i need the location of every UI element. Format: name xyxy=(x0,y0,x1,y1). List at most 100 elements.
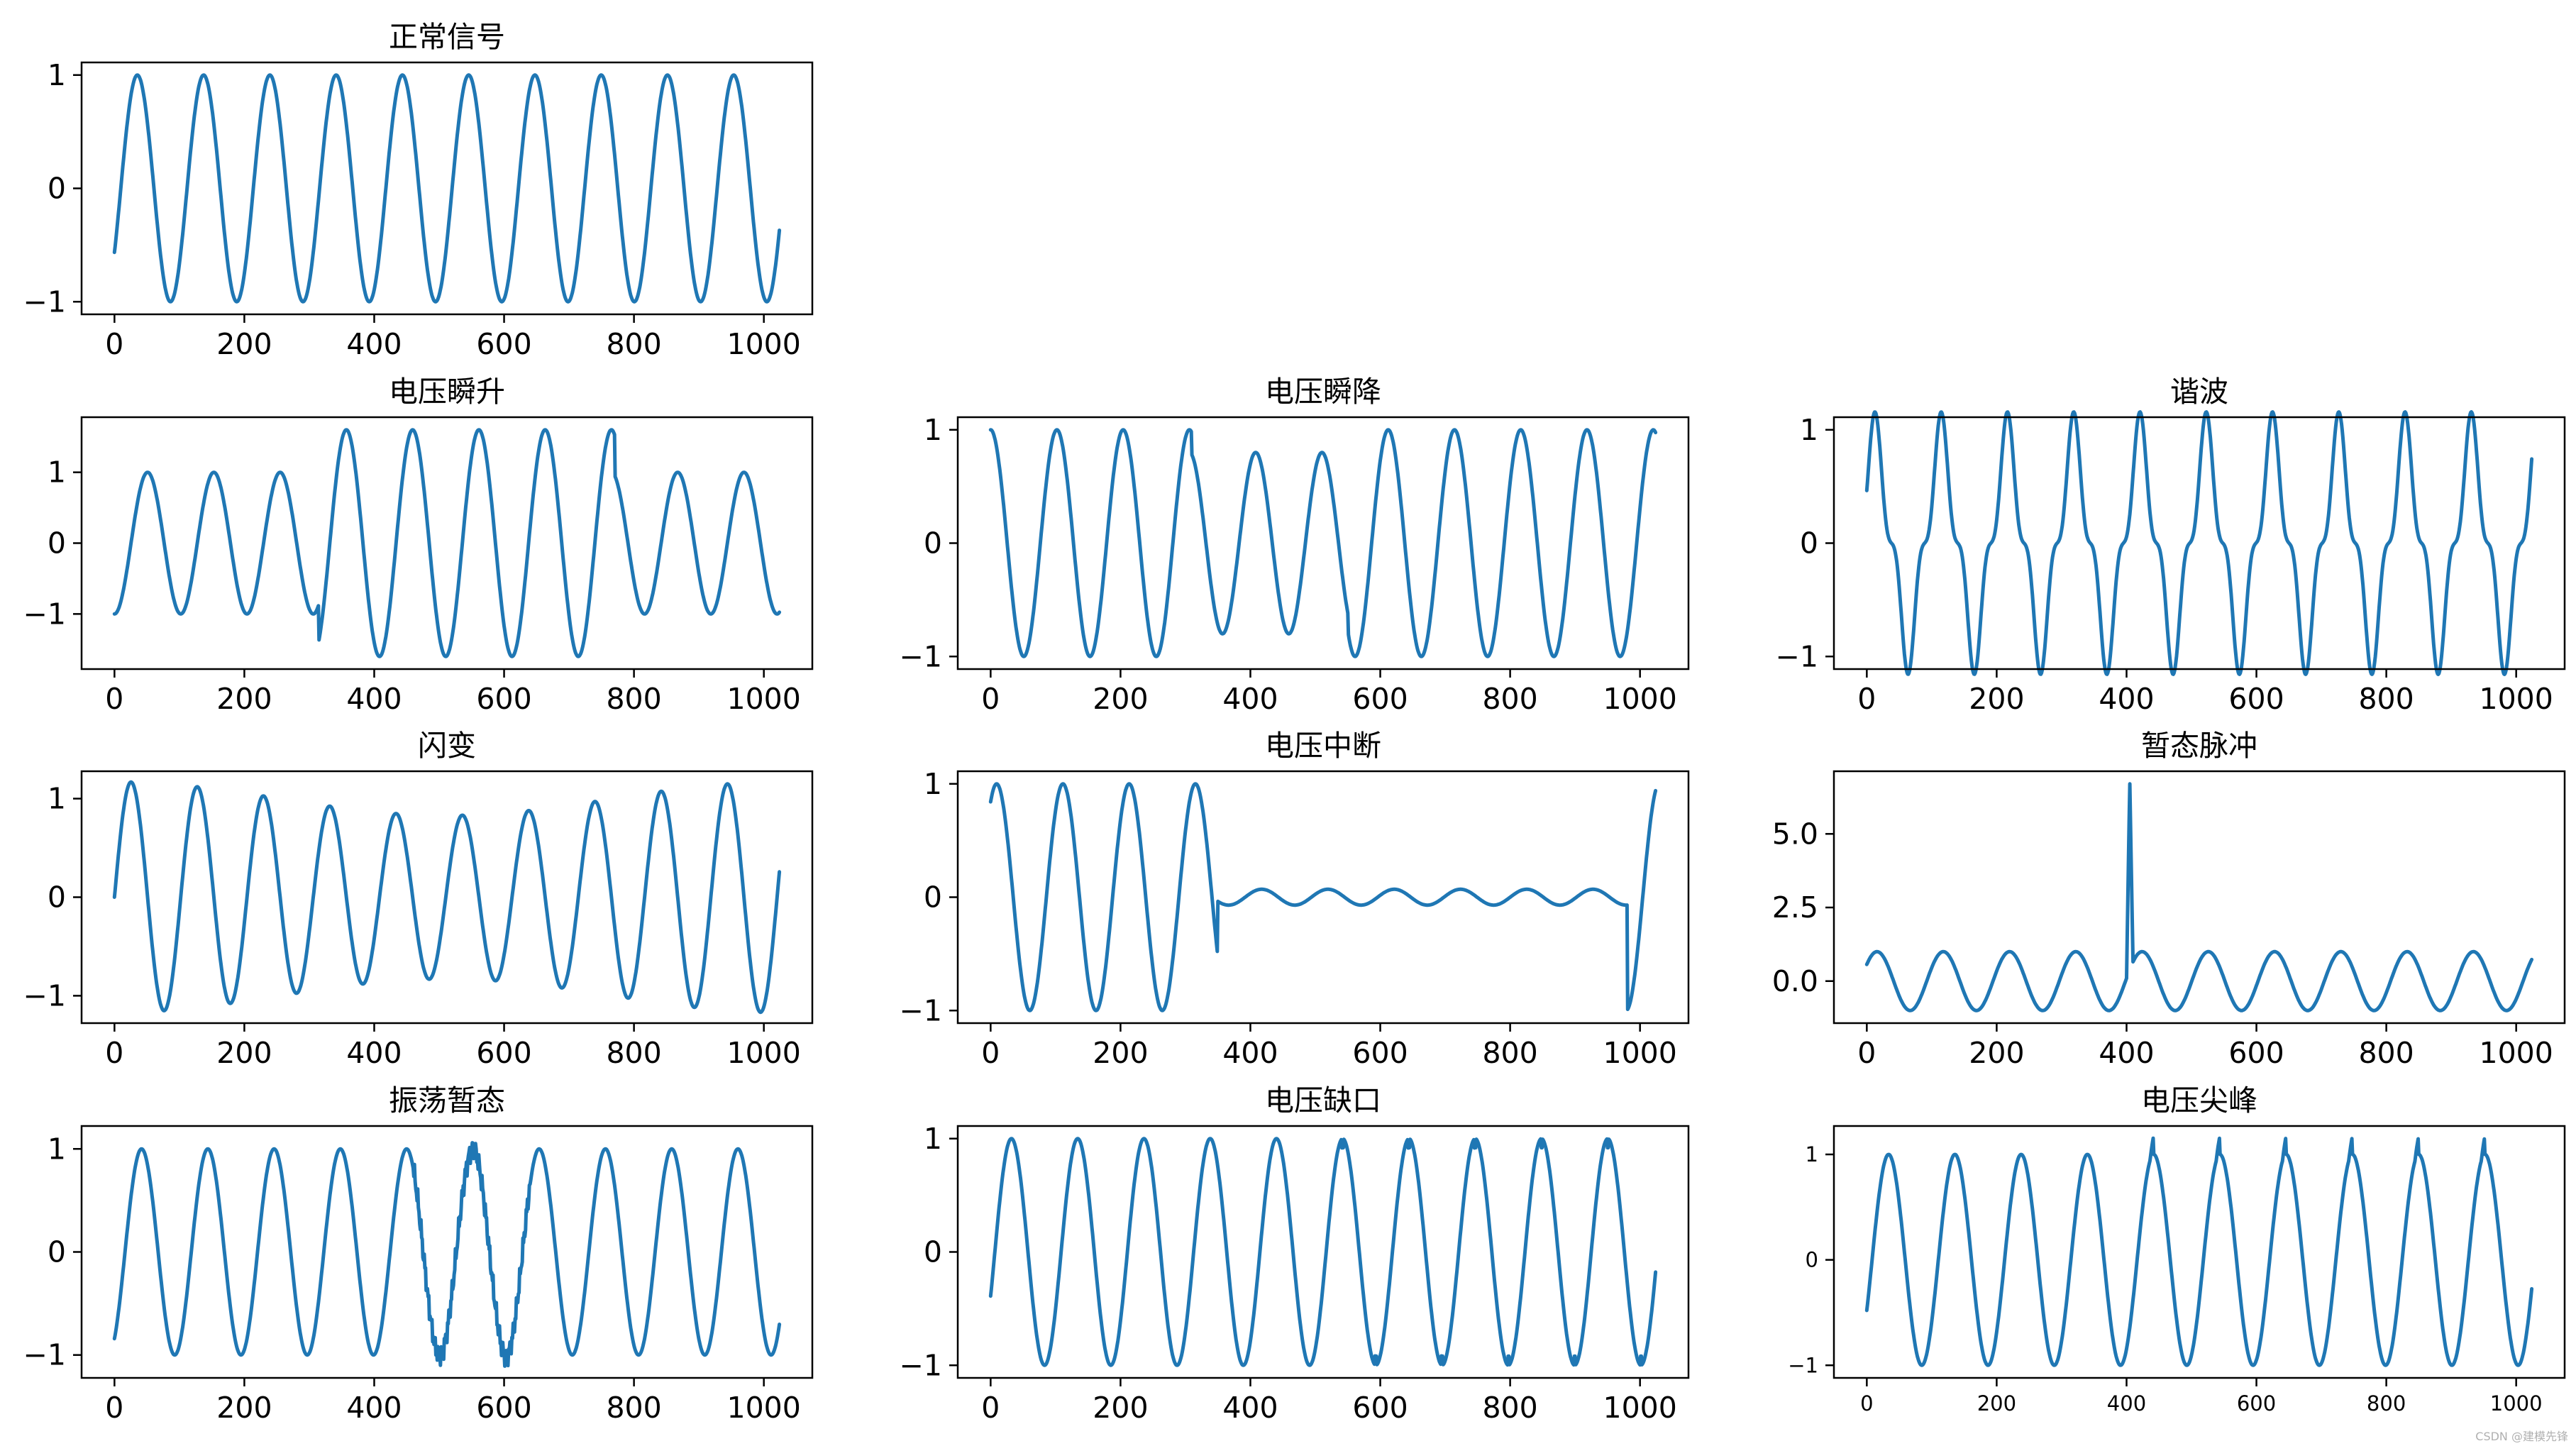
subplot-title: 暂态脉冲 xyxy=(2141,729,2257,763)
y-tick-label: −1 xyxy=(1788,1353,1818,1377)
x-tick-label: 600 xyxy=(476,1036,531,1070)
x-tick-label: 400 xyxy=(346,682,402,716)
subplot-title: 电压中断 xyxy=(1265,729,1381,763)
y-tick-label: −1 xyxy=(900,1348,942,1382)
x-tick-label: 800 xyxy=(1482,682,1537,716)
subplot-title: 闪变 xyxy=(418,729,476,763)
x-tick-label: 400 xyxy=(1222,682,1278,716)
axes-frame xyxy=(956,1125,1690,1379)
x-tick-label: 400 xyxy=(346,1391,402,1425)
x-tick-label: 800 xyxy=(2367,1391,2406,1415)
y-tick-label: 0 xyxy=(924,1235,942,1269)
x-tick-label: 1000 xyxy=(727,682,801,716)
x-tick-label: 0 xyxy=(981,1036,1000,1070)
y-tick-label: 1 xyxy=(48,1132,66,1166)
subplot-title: 电压瞬降 xyxy=(1265,375,1381,409)
x-tick-label: 200 xyxy=(216,1036,272,1070)
x-tick-label: 600 xyxy=(1352,682,1408,716)
axes-frame xyxy=(80,416,814,670)
signal-line xyxy=(112,780,782,1015)
subplot-oscillation: 振荡暂态 0 200 400 600 800 1000 −1 0 1 xyxy=(23,1083,814,1425)
subplot-notch: 电压缺口 0 200 400 600 800 1000 −1 0 1 xyxy=(900,1083,1690,1425)
x-tick-label: 200 xyxy=(1969,682,2024,716)
x-tick-label: 600 xyxy=(1352,1391,1408,1425)
axes-frame xyxy=(1833,770,2566,1025)
x-tick-label: 200 xyxy=(216,1391,272,1425)
x-tick-label: 600 xyxy=(2228,1036,2284,1070)
x-tick-label: 0 xyxy=(1860,1391,1873,1415)
y-tick-label: 2.5 xyxy=(1772,890,1818,925)
x-tick-label: 400 xyxy=(2099,1036,2154,1070)
signal-line xyxy=(988,428,1658,658)
x-tick-label: 400 xyxy=(346,327,402,361)
y-tick-label: 1 xyxy=(48,782,66,816)
y-tick-label: 5.0 xyxy=(1772,817,1818,851)
x-tick-label: 400 xyxy=(346,1036,402,1070)
signal-line xyxy=(112,73,782,304)
y-tick-label: 0 xyxy=(48,1235,66,1269)
subplot-transient: 暂态脉冲 0 200 400 600 800 1000 0.0 2.5 5.0 xyxy=(1772,729,2566,1070)
y-tick-label: 0 xyxy=(48,881,66,915)
y-tick-label: −1 xyxy=(23,285,66,319)
x-tick-label: 200 xyxy=(1093,682,1148,716)
subplot-title: 谐波 xyxy=(2170,375,2228,409)
x-tick-label: 200 xyxy=(1977,1391,2016,1415)
x-tick-label: 600 xyxy=(1352,1036,1408,1070)
x-tick-label: 0 xyxy=(105,327,123,361)
subplot-swell: 电压瞬升 0 200 400 600 800 1000 −1 0 1 xyxy=(23,375,814,716)
y-tick-label: −1 xyxy=(23,978,66,1012)
x-tick-label: 600 xyxy=(476,1391,531,1425)
x-tick-label: 400 xyxy=(1222,1036,1278,1070)
y-tick-label: −1 xyxy=(900,639,942,673)
subplot-title: 正常信号 xyxy=(389,20,505,54)
signal-line xyxy=(1864,782,2534,1012)
y-tick-label: 0 xyxy=(48,526,66,561)
x-tick-label: 800 xyxy=(606,682,661,716)
y-tick-label: 1 xyxy=(924,413,942,447)
y-tick-label: 1 xyxy=(48,58,66,92)
signal-line xyxy=(1864,410,2534,676)
y-tick-label: 0 xyxy=(1806,1248,1818,1272)
x-tick-label: 200 xyxy=(216,682,272,716)
x-tick-label: 1000 xyxy=(2480,1036,2553,1070)
x-tick-label: 800 xyxy=(2358,1036,2414,1070)
y-tick-label: 1 xyxy=(924,1122,942,1156)
subplot-title: 振荡暂态 xyxy=(389,1083,505,1117)
x-tick-label: 800 xyxy=(606,1036,661,1070)
signal-line xyxy=(1864,1136,2534,1367)
subplot-harmonic: 谐波 0 200 400 600 800 1000 −1 0 1 xyxy=(1776,375,2566,716)
x-tick-label: 0 xyxy=(981,682,1000,716)
x-tick-label: 400 xyxy=(2107,1391,2146,1415)
signal-line xyxy=(112,428,782,658)
x-tick-label: 1000 xyxy=(727,327,801,361)
signal-line xyxy=(988,782,1658,1012)
x-tick-label: 800 xyxy=(1482,1391,1537,1425)
x-tick-label: 600 xyxy=(2228,682,2284,716)
y-tick-label: 0 xyxy=(1800,526,1818,561)
x-tick-label: 0 xyxy=(1857,1036,1876,1070)
x-tick-label: 800 xyxy=(1482,1036,1537,1070)
subplot-title: 电压尖峰 xyxy=(2141,1083,2257,1117)
subplot-sag: 电压瞬降 0 200 400 600 800 1000 −1 0 1 xyxy=(900,375,1690,716)
x-tick-label: 600 xyxy=(476,682,531,716)
y-tick-label: 0.0 xyxy=(1772,964,1818,998)
y-tick-label: −1 xyxy=(23,597,66,631)
x-tick-label: 800 xyxy=(2358,682,2414,716)
y-tick-label: 0 xyxy=(48,172,66,206)
x-tick-label: 0 xyxy=(105,1391,123,1425)
x-tick-label: 400 xyxy=(1222,1391,1278,1425)
x-tick-label: 200 xyxy=(1093,1391,1148,1425)
x-tick-label: 200 xyxy=(1969,1036,2024,1070)
y-tick-label: −1 xyxy=(1776,639,1818,673)
x-tick-label: 200 xyxy=(216,327,272,361)
x-tick-label: 0 xyxy=(1857,682,1876,716)
x-tick-label: 0 xyxy=(105,1036,123,1070)
x-tick-label: 600 xyxy=(476,327,531,361)
x-tick-label: 1000 xyxy=(1603,1391,1677,1425)
watermark: CSDN @建模先锋 xyxy=(2475,1430,2568,1443)
y-tick-label: −1 xyxy=(23,1338,66,1372)
y-tick-label: 1 xyxy=(48,456,66,490)
y-tick-label: 1 xyxy=(1800,413,1818,447)
signal-line xyxy=(988,1137,1658,1367)
